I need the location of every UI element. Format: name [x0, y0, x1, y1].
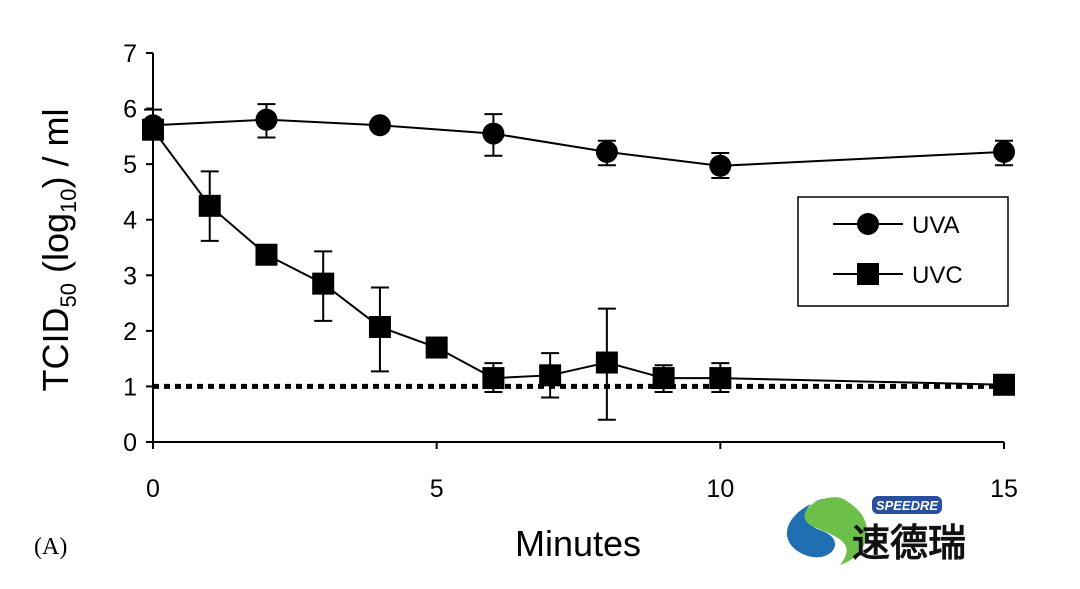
legend-uva-label: UVA: [912, 212, 960, 239]
uva-line: [152, 118, 1005, 167]
x-tick-label: 5: [430, 475, 444, 503]
y-label-subscript: 10: [56, 188, 81, 212]
y-tick-label: 1: [123, 373, 137, 401]
legend: UVA UVC: [797, 196, 1009, 307]
uvc-point: [993, 373, 1015, 396]
uvc-point: [482, 367, 505, 390]
y-tick-label: 2: [123, 318, 137, 346]
legend-uvc-label: UVC: [912, 262, 963, 289]
uvc-point: [312, 272, 335, 295]
uva-point: [368, 114, 391, 137]
y-label-part: TCID: [35, 307, 76, 391]
uvc-point: [142, 118, 164, 141]
uvc-point: [652, 367, 675, 390]
x-tick-label: 15: [990, 475, 1018, 503]
y-tick-label: 4: [123, 207, 137, 235]
legend-uva-marker: [857, 213, 879, 235]
y-tick-label: 0: [123, 429, 137, 457]
logo-swoosh-icon: [786, 498, 836, 558]
y-tick-label: 6: [123, 96, 137, 124]
legend-box: [797, 196, 1009, 307]
x-axis-label: Minutes: [515, 523, 641, 564]
uva-point: [255, 108, 278, 131]
uvc-point: [709, 367, 732, 390]
uvc-point: [198, 194, 221, 217]
y-label-subscript: 50: [56, 283, 81, 307]
uvc-point: [595, 351, 618, 374]
panel-label: (A): [34, 534, 67, 560]
x-tick-label: 10: [706, 475, 734, 503]
logo-chinese-text: 速德瑞: [852, 521, 966, 565]
uvc-point: [255, 243, 278, 266]
y-label-part: (log: [35, 213, 76, 283]
y-tick-label: 5: [123, 151, 137, 179]
uva-point: [482, 122, 505, 145]
uva-point: [709, 154, 732, 177]
y-label-part: ) / ml: [35, 109, 76, 189]
logo-badge: [872, 496, 942, 514]
uvc-point: [368, 315, 391, 338]
logo: SPEEDRE 速德瑞: [786, 496, 966, 565]
y-tick-label: 7: [123, 40, 137, 68]
x-tick-label: 0: [146, 475, 160, 503]
legend-uvc-marker: [857, 263, 879, 285]
uva-point: [595, 140, 618, 163]
uvc-point: [539, 364, 562, 387]
y-tick-label: 3: [123, 262, 137, 290]
logo-swoosh-green-icon: [804, 497, 868, 565]
logo-latin-text: SPEEDRE: [876, 498, 938, 513]
uvc-point: [425, 336, 448, 359]
uva-point: [993, 140, 1015, 163]
y-axis-label: TCID50 (log10) / ml: [35, 109, 81, 392]
